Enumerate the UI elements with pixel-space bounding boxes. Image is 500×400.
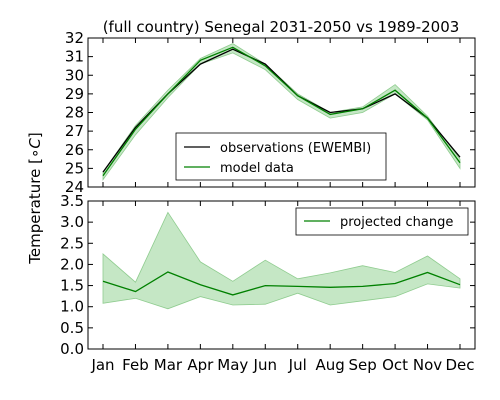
xtick-label: May: [217, 356, 248, 374]
top-ytick-label: 24: [65, 178, 84, 196]
y-axis-label-close: ]: [26, 132, 44, 138]
bottom-ytick-label: 0.0: [60, 340, 84, 358]
bottom-series-line-0: [102, 271, 461, 296]
bottom-legend-label: projected change: [340, 215, 453, 230]
top-ytick-label: 25: [65, 159, 84, 177]
bottom-panel: 0.0 0.5 1.0 1.5 2.0 2.5 3.0 3.5 projected change…: [60, 192, 476, 374]
top-ytick-label: 26: [65, 141, 84, 159]
xtick-label: Aug: [316, 356, 345, 374]
bottom-axes-frame: [87, 200, 476, 350]
xtick-label: Dec: [445, 356, 474, 374]
bottom-ytick-label: 3.0: [60, 213, 84, 231]
y-axis-label-text: Temperature [: [26, 158, 44, 265]
top-ytick-label: 27: [65, 122, 84, 140]
top-ytick-label: 31: [65, 48, 84, 66]
xtick-label: Sep: [348, 356, 376, 374]
xtick-label: Oct: [382, 356, 408, 374]
xtick-label: Feb: [122, 356, 149, 374]
y-axis-label: Temperature [∘C]: [26, 132, 44, 264]
bottom-uncertainty-band: [102, 211, 461, 310]
top-ytick-label: 30: [65, 66, 84, 84]
bottom-ytick-label: 2.5: [60, 234, 84, 252]
top-legend-label: model data: [220, 161, 294, 176]
xtick-label: Jul: [288, 356, 307, 374]
top-legend-box: [175, 132, 387, 181]
bottom-ytick-label: 1.5: [60, 277, 84, 295]
bottom-ytick-label: 3.5: [60, 192, 84, 210]
xtick-label: Nov: [413, 356, 442, 374]
y-axis-label-unit: ∘C: [26, 138, 44, 158]
bottom-ytick-label: 0.5: [60, 319, 84, 337]
bottom-legend: projected change: [295, 207, 469, 236]
top-series-line-1: [102, 46, 461, 177]
bottom-ytick-label: 1.0: [60, 298, 84, 316]
bottom-ytick-label: 2.0: [60, 255, 84, 273]
top-ytick-label: 29: [65, 85, 84, 103]
xtick-label: Jan: [90, 356, 114, 374]
top-legend-label: observations (EWEMBI): [220, 141, 371, 156]
top-legend: observations (EWEMBI) model data: [175, 132, 387, 181]
xtick-label: Jun: [253, 356, 277, 374]
top-ytick-label: 32: [65, 29, 84, 47]
chart-title: (full country) Senegal 2031-2050 vs 1989…: [103, 18, 460, 36]
xtick-label: Mar: [154, 356, 183, 374]
xtick-label: Apr: [187, 356, 214, 374]
top-ytick-label: 28: [65, 104, 84, 122]
